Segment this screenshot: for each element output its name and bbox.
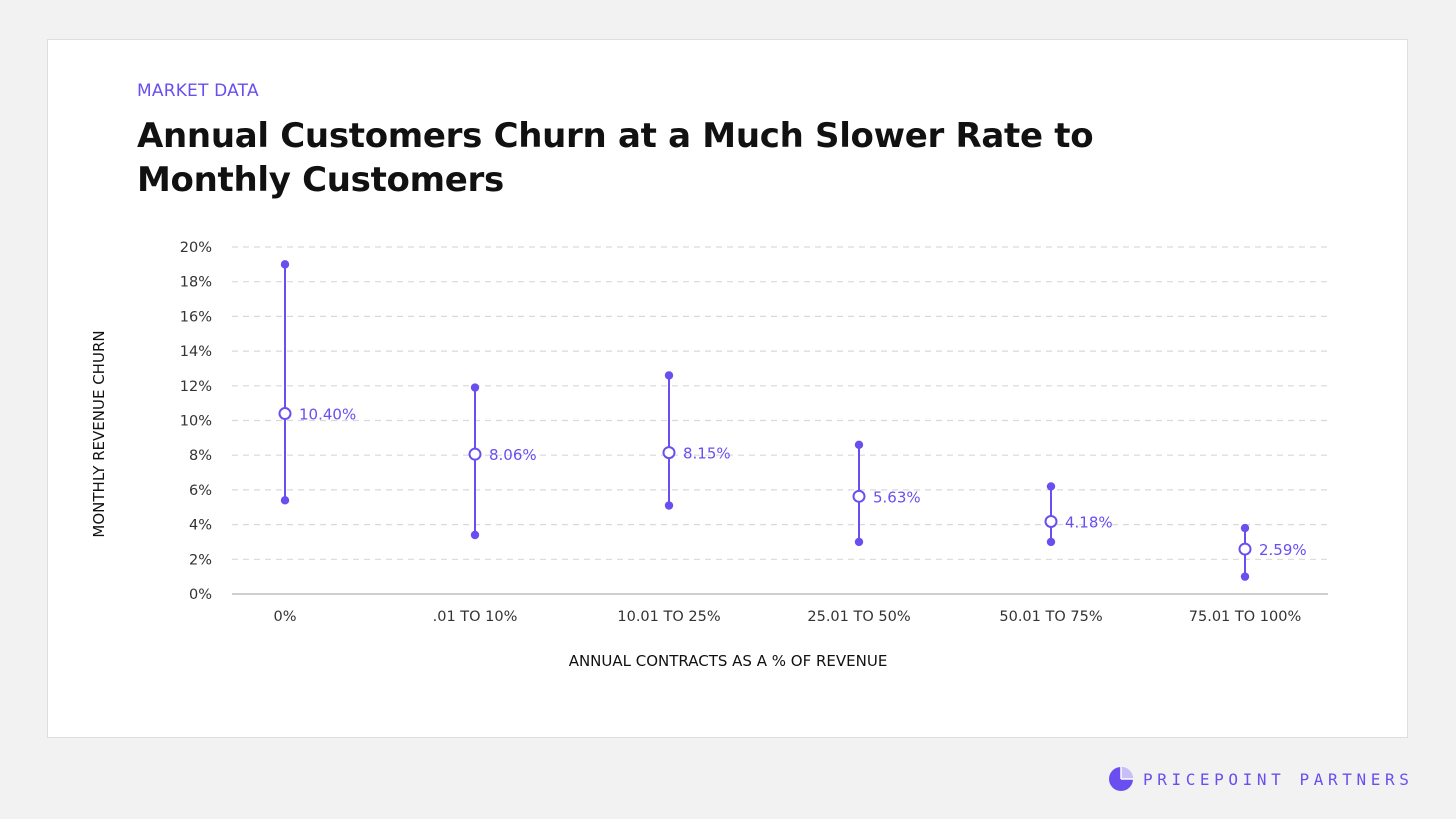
y-tick-label: 18% [180,275,212,291]
mid-point [662,446,676,460]
mid-point [278,407,292,421]
x-tick-label: 25.01 TO 50% [807,609,910,625]
data-label: 8.06% [489,446,537,464]
y-tick-label: 0% [189,587,212,603]
low-point [1240,572,1250,581]
y-tick-label: 8% [189,448,212,464]
high-point [470,383,480,392]
x-tick-label: 10.01 TO 25% [617,609,720,625]
y-tick-label: 20% [180,240,212,256]
high-point [1046,482,1056,491]
low-point [854,537,864,547]
y-tick-label: 10% [180,414,212,430]
section-eyebrow: MARKET DATA [137,81,259,101]
y-tick-label: 12% [180,379,212,395]
x-tick-label: 0% [273,609,296,625]
high-point [1240,523,1250,533]
mid-point [468,447,482,461]
low-point [470,530,480,540]
chart-title: Annual Customers Churn at a Much Slower … [137,116,1094,200]
pie-chart-logo-icon [1109,767,1133,791]
data-label: 8.15% [683,445,731,463]
y-tick-label: 14% [180,344,212,360]
low-point [664,501,674,510]
brand-footer: PRICEPOINT PARTNERS [1108,765,1413,793]
y-tick-label: 6% [189,483,212,499]
x-axis-title: ANNUAL CONTRACTS AS A % OF REVENUE [569,652,888,670]
mid-point [852,489,866,503]
chart-card: MARKET DATA Annual Customers Churn at a … [47,39,1408,738]
high-point [664,371,674,380]
mid-point [1238,542,1252,556]
low-point [280,496,290,505]
high-point [280,260,290,269]
data-label: 2.59% [1259,541,1307,559]
brand-name: PRICEPOINT PARTNERS [1143,769,1414,789]
x-tick-label: .01 TO 10% [433,609,518,625]
x-tick-label: 50.01 TO 75% [999,609,1102,625]
mid-point [1044,514,1058,528]
data-label: 4.18% [1065,513,1113,531]
high-point [854,440,864,449]
data-label: 10.40% [299,406,356,424]
y-axis-title: MONTHLY REVENUE CHURN [90,330,108,537]
y-tick-label: 16% [180,309,212,325]
y-tick-label: 4% [189,518,212,534]
x-tick-label: 75.01 TO 100% [1189,609,1301,625]
data-label: 5.63% [873,488,921,506]
y-tick-label: 2% [189,552,212,568]
low-point [1046,537,1056,547]
